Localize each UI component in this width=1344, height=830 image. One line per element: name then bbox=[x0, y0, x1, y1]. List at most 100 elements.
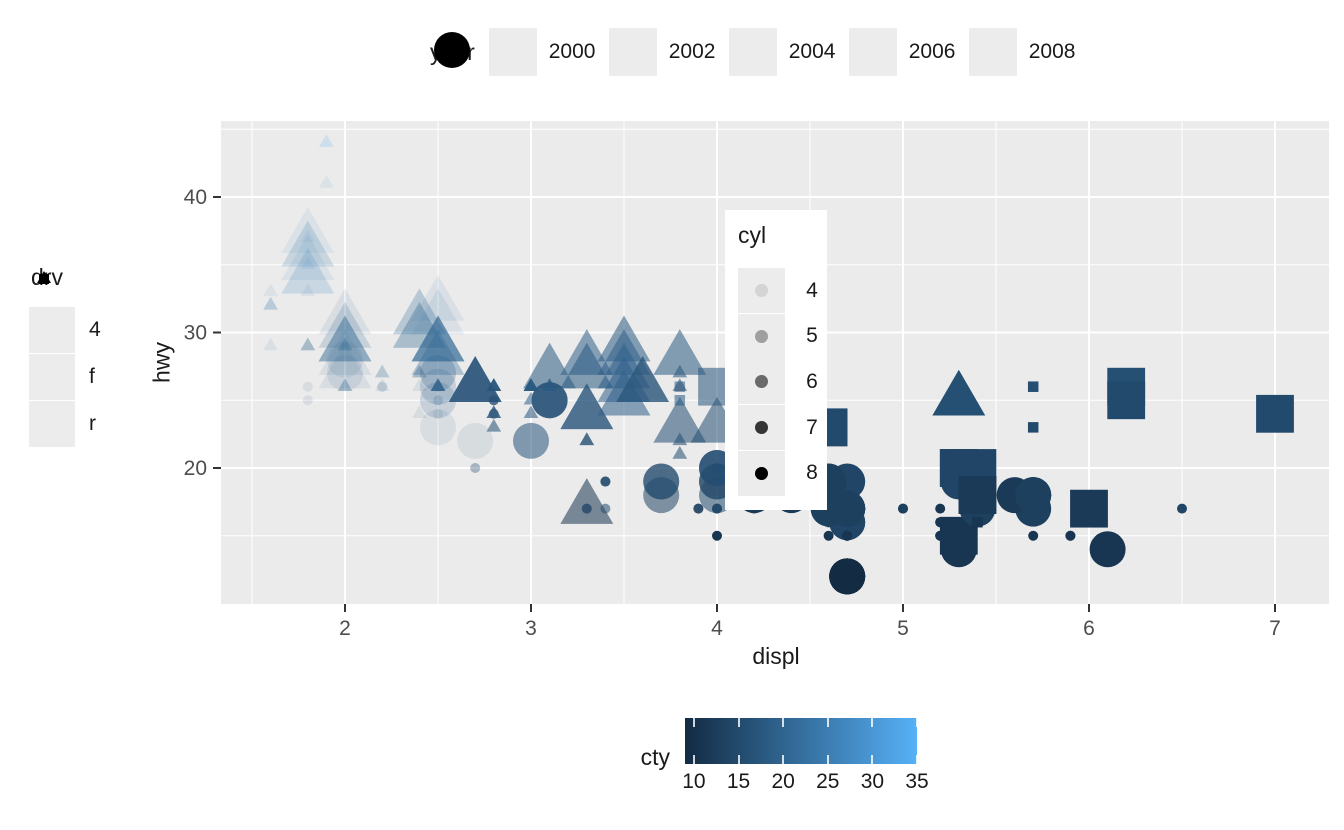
data-point bbox=[972, 516, 983, 528]
data-point bbox=[542, 378, 557, 391]
legend-drv: drv 4fr bbox=[29, 264, 101, 448]
legend-year-entry: 2004 bbox=[438, 28, 838, 76]
colorbar-tick bbox=[871, 755, 874, 764]
data-point bbox=[374, 364, 390, 378]
x-tick-label: 4 bbox=[711, 617, 723, 640]
data-point bbox=[302, 395, 313, 406]
data-point bbox=[470, 463, 481, 473]
data-point bbox=[412, 364, 427, 378]
legend-key bbox=[434, 28, 1017, 76]
data-point bbox=[392, 288, 446, 335]
data-point bbox=[643, 463, 680, 500]
data-point bbox=[823, 530, 834, 541]
data-point bbox=[263, 283, 278, 297]
colorbar-label: 10 bbox=[682, 770, 706, 793]
legend-year-label: 2006 bbox=[908, 40, 956, 63]
colorbar bbox=[685, 718, 918, 764]
data-point bbox=[672, 445, 688, 459]
data-point bbox=[1070, 489, 1108, 528]
legend-key bbox=[29, 270, 75, 400]
data-point bbox=[433, 408, 443, 419]
data-point bbox=[411, 315, 465, 362]
y-tick-label: 40 bbox=[184, 186, 207, 209]
legend-year-entry: 2006 bbox=[435, 28, 958, 76]
data-point bbox=[327, 341, 363, 378]
data-point bbox=[420, 355, 456, 392]
data-point bbox=[932, 369, 986, 416]
data-point bbox=[457, 422, 494, 459]
data-point bbox=[560, 478, 614, 524]
data-point bbox=[319, 134, 334, 148]
data-point bbox=[318, 315, 372, 362]
legend-cyl-label: 6 bbox=[806, 369, 818, 393]
data-point bbox=[420, 382, 456, 419]
legend-cyl-entry: 4 bbox=[738, 268, 827, 313]
legend-cyl-title: cyl bbox=[738, 222, 767, 248]
data-point bbox=[523, 378, 539, 391]
data-point bbox=[411, 274, 465, 321]
data-point bbox=[300, 283, 316, 297]
legend-cyl-label: 4 bbox=[806, 278, 818, 302]
data-point bbox=[616, 356, 670, 402]
data-point bbox=[898, 503, 908, 514]
colorbar-tick bbox=[692, 718, 695, 727]
colorbar-label: 20 bbox=[771, 770, 795, 793]
data-point bbox=[392, 301, 446, 348]
legend-drv-label: r bbox=[89, 412, 96, 435]
data-point bbox=[560, 342, 614, 389]
data-point bbox=[560, 383, 614, 430]
data-point bbox=[581, 503, 592, 514]
data-point bbox=[281, 207, 335, 253]
data-point bbox=[318, 315, 372, 362]
legend-year-label: 2002 bbox=[668, 40, 716, 63]
data-point bbox=[523, 342, 577, 389]
data-point bbox=[674, 395, 686, 406]
data-point bbox=[263, 296, 278, 310]
data-point bbox=[318, 315, 372, 362]
data-point bbox=[392, 301, 446, 348]
data-point bbox=[842, 530, 853, 541]
data-point bbox=[411, 329, 465, 375]
data-point bbox=[712, 530, 722, 541]
data-point bbox=[263, 296, 278, 310]
data-point bbox=[319, 174, 334, 188]
data-point bbox=[377, 381, 388, 392]
x-tick-label: 3 bbox=[525, 617, 537, 640]
alpha-key-circle-icon bbox=[755, 466, 768, 480]
legend-year-entry: 2002 bbox=[440, 28, 718, 76]
data-point bbox=[337, 337, 353, 351]
data-point bbox=[958, 476, 997, 514]
data-point bbox=[470, 463, 481, 473]
data-point bbox=[411, 315, 465, 362]
colorbar-tick bbox=[692, 755, 695, 764]
data-point bbox=[486, 418, 502, 432]
colorbar-tick bbox=[782, 718, 785, 727]
legend-cyl: cyl 4 5 6 7 8 bbox=[725, 210, 827, 510]
data-point bbox=[1177, 503, 1187, 514]
data-point bbox=[337, 337, 353, 351]
data-point bbox=[420, 368, 456, 405]
legend-drv-entries: 4 f r bbox=[29, 270, 101, 447]
data-point bbox=[319, 134, 334, 148]
data-point bbox=[300, 229, 316, 242]
data-point bbox=[281, 247, 335, 294]
data-point bbox=[302, 381, 313, 392]
data-point bbox=[281, 247, 335, 294]
data-point bbox=[1027, 422, 1039, 433]
data-point bbox=[653, 396, 707, 443]
data-point bbox=[420, 355, 456, 392]
legend-key bbox=[444, 28, 537, 76]
colorbar-tick bbox=[826, 755, 829, 764]
colorbar-tick bbox=[916, 755, 918, 764]
data-point bbox=[300, 337, 316, 351]
data-point bbox=[597, 329, 651, 375]
data-point bbox=[531, 382, 568, 419]
legend-year-entry: 2000 bbox=[444, 28, 598, 76]
data-point bbox=[412, 364, 427, 378]
data-point bbox=[935, 530, 946, 541]
data-point bbox=[281, 220, 335, 267]
x-tick-label: 5 bbox=[897, 617, 909, 640]
legend-key bbox=[438, 28, 777, 76]
data-point bbox=[420, 409, 456, 446]
